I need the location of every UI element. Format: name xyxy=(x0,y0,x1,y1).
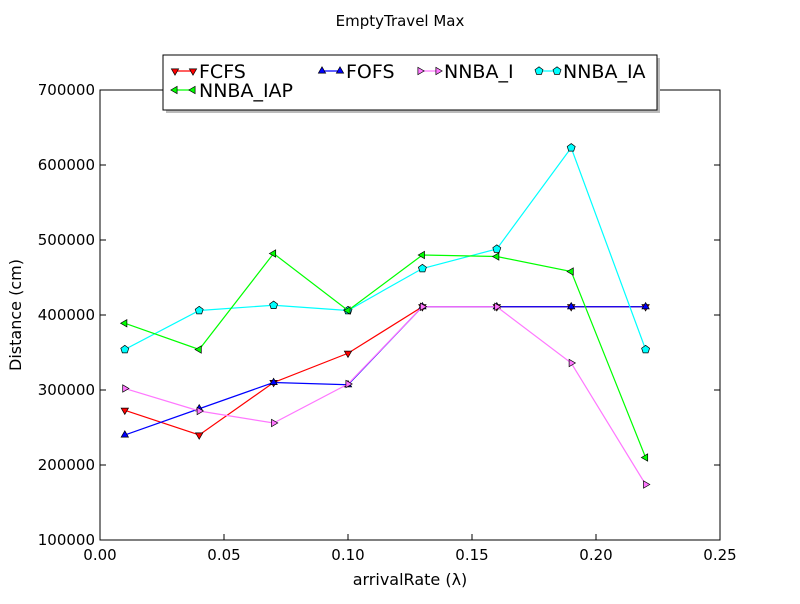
axes-layer: 0.00 0.05 0.10 0.15 0.20 0.25 100000 200000 3000… xyxy=(38,81,737,564)
legend-label: FCFS xyxy=(199,61,246,83)
data-point xyxy=(194,345,202,354)
series-line xyxy=(124,146,647,351)
legend-entry: FOFS xyxy=(317,61,395,83)
data-point xyxy=(417,250,425,260)
data-point xyxy=(640,453,649,462)
series-layer xyxy=(119,143,651,489)
data-point xyxy=(641,301,650,310)
x-tick-label: 0.20 xyxy=(579,546,612,564)
data-point xyxy=(120,430,130,438)
legend-entry: NNBA_IAP xyxy=(170,80,293,102)
y-axis-label: Distance (cm) xyxy=(6,259,25,371)
legend-marker xyxy=(552,66,562,75)
data-point xyxy=(345,379,353,389)
data-point xyxy=(566,301,576,310)
legend-marker xyxy=(435,66,443,76)
data-point xyxy=(196,406,205,416)
y-tick-label: 600000 xyxy=(38,156,95,174)
legend-entry: NNBA_I xyxy=(417,61,514,83)
series-line xyxy=(124,306,647,485)
data-point xyxy=(343,350,353,359)
data-point xyxy=(194,432,204,440)
series-nnba-ia xyxy=(120,143,651,354)
data-point xyxy=(269,377,278,385)
legend-entry: NNBA_IA xyxy=(534,61,646,83)
data-point xyxy=(268,249,277,258)
data-point xyxy=(194,305,204,315)
legend-label: FOFS xyxy=(346,61,395,83)
series-nnba-iap xyxy=(119,249,649,462)
x-tick-label: 0.15 xyxy=(455,546,488,564)
x-tick-label: 0.25 xyxy=(703,546,736,564)
chart-title: EmptyTravel Max xyxy=(336,12,465,30)
y-tick-label: 400000 xyxy=(38,306,95,324)
legend-box xyxy=(162,54,658,111)
data-point xyxy=(417,263,427,273)
legend-label: NNBA_IAP xyxy=(199,80,293,102)
legend-marker xyxy=(317,66,327,74)
data-point xyxy=(643,480,651,489)
legend-entry: FCFS xyxy=(170,61,246,83)
data-point xyxy=(568,358,577,368)
data-point xyxy=(491,252,500,261)
y-tick-label: 500000 xyxy=(38,231,95,249)
y-tick-label: 300000 xyxy=(38,381,95,399)
data-point xyxy=(566,143,576,152)
legend: FCFS FOFS NNBA_I NNBA_IA NNBA_IAP xyxy=(162,54,660,113)
x-tick-label: 0.05 xyxy=(207,546,240,564)
y-tick-label: 700000 xyxy=(38,81,95,99)
y-tick-label: 200000 xyxy=(38,456,95,474)
y-tick-label: 100000 xyxy=(38,531,95,549)
legend-marker xyxy=(534,66,544,75)
data-point xyxy=(641,344,651,354)
data-point xyxy=(494,302,502,311)
legend-label: NNBA_I xyxy=(444,61,514,83)
series-nnba-i xyxy=(122,302,651,489)
legend-marker xyxy=(170,85,178,95)
data-point xyxy=(566,267,574,276)
data-point xyxy=(122,384,130,393)
legend-label: NNBA_IA xyxy=(563,61,646,83)
data-point xyxy=(492,244,502,253)
x-axis-label: arrivalRate (λ) xyxy=(353,570,468,589)
data-point xyxy=(343,306,351,315)
legend-marker xyxy=(335,66,345,74)
x-tick-label: 0.00 xyxy=(83,546,116,564)
data-point xyxy=(271,418,279,428)
legend-marker xyxy=(188,68,198,76)
x-tick-label: 0.10 xyxy=(331,546,364,564)
legend-marker xyxy=(417,66,425,76)
data-point xyxy=(120,344,130,354)
legend-marker xyxy=(170,68,180,76)
data-point xyxy=(269,300,279,309)
data-point xyxy=(119,319,128,328)
data-point xyxy=(419,302,428,311)
legend-marker xyxy=(188,85,196,95)
data-point xyxy=(120,407,130,416)
series-line xyxy=(124,252,647,458)
